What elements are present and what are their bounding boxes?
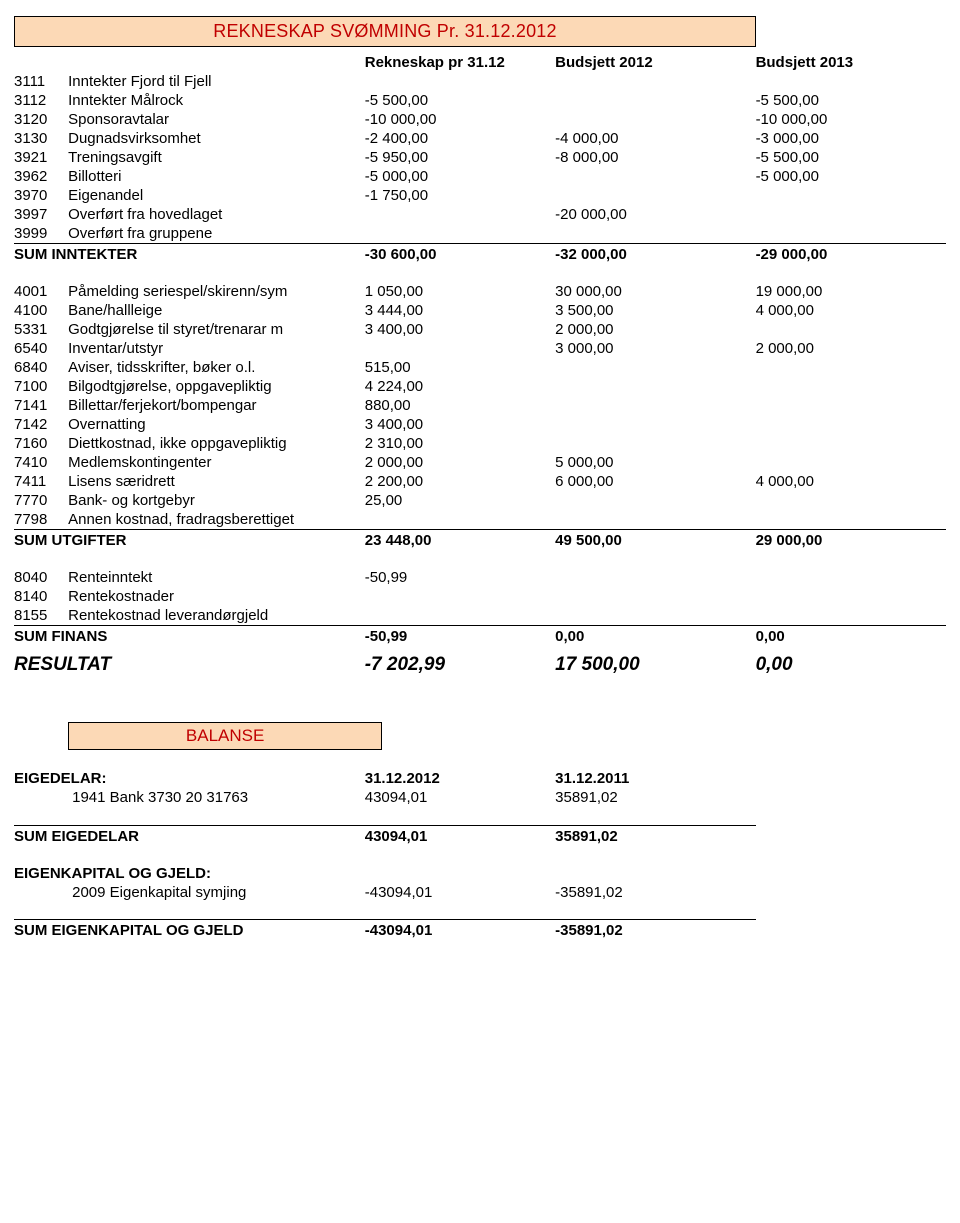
- table-row: 6540Inventar/utstyr3 000,002 000,00: [14, 339, 946, 358]
- sum-row: SUM EIGEDELAR 43094,01 35891,02: [14, 825, 946, 846]
- col-header-2: Budsjett 2012: [555, 53, 755, 72]
- table-row: 1941 Bank 3730 20 31763 43094,01 35891,0…: [14, 788, 946, 807]
- table-row: 7160Diettkostnad, ikke oppgavepliktig2 3…: [14, 434, 946, 453]
- table-row: 5331Godtgjørelse til styret/trenarar m3 …: [14, 320, 946, 339]
- sum-row: SUM UTGIFTER 23 448,00 49 500,00 29 000,…: [14, 530, 946, 551]
- balance-header: EIGEDELAR: 31.12.2012 31.12.2011: [14, 769, 946, 788]
- balance-title: BALANSE: [68, 722, 382, 750]
- report-title: REKNESKAP SVØMMING Pr. 31.12.2012: [14, 16, 756, 47]
- table-row: 7100Bilgodtgjørelse, oppgavepliktig4 224…: [14, 377, 946, 396]
- sum-row: SUM EIGENKAPITAL OG GJELD -43094,01 -358…: [14, 920, 946, 941]
- financial-table: Rekneskap pr 31.12 Budsjett 2012 Budsjet…: [14, 53, 946, 940]
- table-row: 8040Renteinntekt-50,99: [14, 568, 946, 587]
- sum-row: SUM FINANS -50,99 0,00 0,00: [14, 626, 946, 647]
- table-row: 3962Billotteri-5 000,00-5 000,00: [14, 167, 946, 186]
- table-row: 3970Eigenandel-1 750,00: [14, 186, 946, 205]
- table-row: 3999Overført fra gruppene: [14, 224, 946, 244]
- table-row: 3130Dugnadsvirksomhet-2 400,00-4 000,00-…: [14, 129, 946, 148]
- table-row: 8140Rentekostnader: [14, 587, 946, 606]
- table-row: 7141Billettar/ferjekort/bompengar880,00: [14, 396, 946, 415]
- table-row: 3111Inntekter Fjord til Fjell: [14, 72, 946, 91]
- table-row: 7798Annen kostnad, fradragsberettiget: [14, 510, 946, 530]
- result-row: RESULTAT -7 202,99 17 500,00 0,00: [14, 646, 946, 677]
- table-row: 7770Bank- og kortgebyr25,00: [14, 491, 946, 510]
- table-row: 8155Rentekostnad leverandørgjeld: [14, 606, 946, 626]
- gjeld-header: EIGENKAPITAL OG GJELD:: [14, 864, 946, 883]
- table-row: 3921Treningsavgift-5 950,00-8 000,00-5 5…: [14, 148, 946, 167]
- table-row: 6840Aviser, tidsskrifter, bøker o.l.515,…: [14, 358, 946, 377]
- table-row: 4001Påmelding seriespel/skirenn/sym1 050…: [14, 282, 946, 301]
- table-row: 3997Overført fra hovedlaget-20 000,00: [14, 205, 946, 224]
- table-row: 3120Sponsoravtalar-10 000,00-10 000,00: [14, 110, 946, 129]
- sum-row: SUM INNTEKTER -30 600,00 -32 000,00 -29 …: [14, 244, 946, 265]
- col-header-3: Budsjett 2013: [756, 53, 946, 72]
- table-row: 3112Inntekter Målrock-5 500,00-5 500,00: [14, 91, 946, 110]
- table-row: 2009 Eigenkapital symjing -43094,01 -358…: [14, 883, 946, 902]
- table-row: 4100Bane/hallleige3 444,003 500,004 000,…: [14, 301, 946, 320]
- table-row: 7142Overnatting3 400,00: [14, 415, 946, 434]
- table-row: 7411Lisens særidrett2 200,006 000,004 00…: [14, 472, 946, 491]
- table-row: 7410Medlemskontingenter2 000,005 000,00: [14, 453, 946, 472]
- col-header-1: Rekneskap pr 31.12: [365, 53, 555, 72]
